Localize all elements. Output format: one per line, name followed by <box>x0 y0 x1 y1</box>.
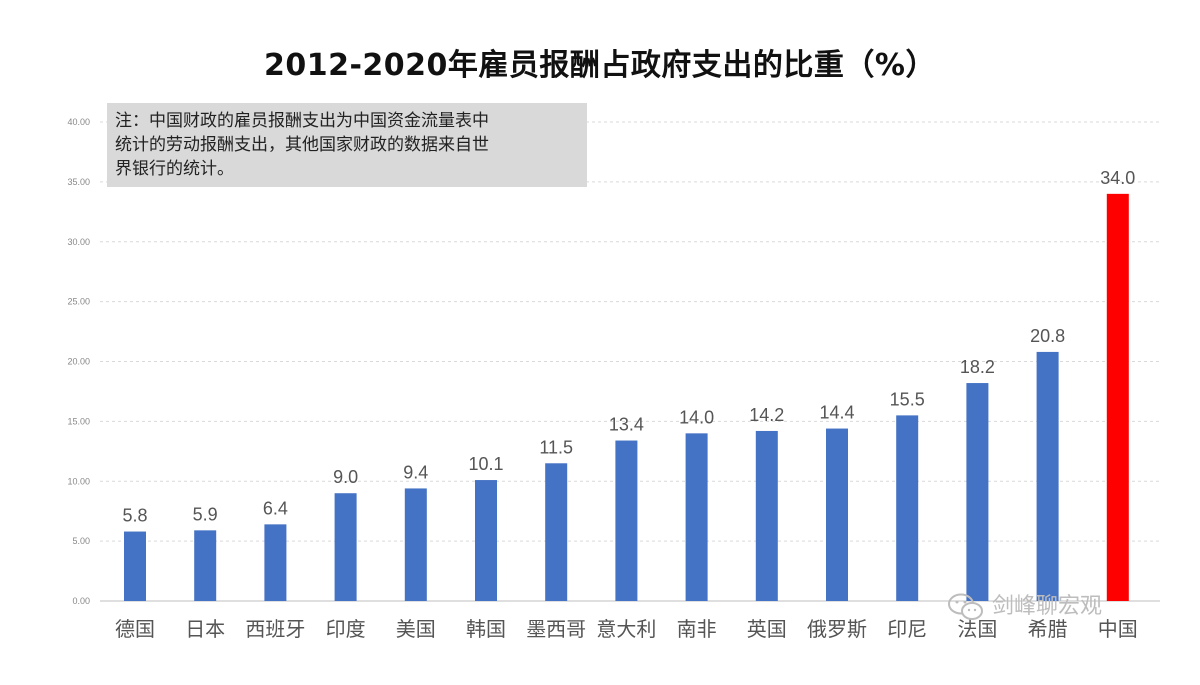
x-tick-label: 俄罗斯 <box>807 617 867 641</box>
data-label: 14.2 <box>749 405 784 425</box>
data-label: 9.0 <box>333 467 358 487</box>
watermark-text: 剑峰聊宏观 <box>992 594 1103 619</box>
y-tick-label: 15.00 <box>67 416 90 426</box>
data-label: 15.5 <box>890 389 925 409</box>
y-tick-label: 40.00 <box>67 117 90 127</box>
bar-6 <box>475 480 497 601</box>
x-tick-label: 法国 <box>957 617 997 641</box>
data-label: 18.2 <box>960 357 995 377</box>
x-tick-label: 西班牙 <box>245 617 305 641</box>
x-tick-label: 中国 <box>1098 617 1138 641</box>
note-line: 注：中国财政的雇员报酬支出为中国资金流量表中 <box>115 111 489 131</box>
x-tick-label: 德国 <box>115 617 155 641</box>
bar-4 <box>334 493 357 601</box>
x-tick-label: 墨西哥 <box>526 617 586 641</box>
data-label: 14.0 <box>679 407 714 427</box>
note-line: 统计的劳动报酬支出，其他国家财政的数据来自世 <box>115 135 489 155</box>
y-axis-ticks: 0.00 5.00 10.00 15.00 20.00 25.00 30.00 35.00 40… <box>67 117 90 606</box>
data-label: 6.4 <box>263 498 288 518</box>
x-tick-label: 英国 <box>747 617 787 641</box>
bar-12 <box>896 415 919 601</box>
bar-10 <box>755 430 778 601</box>
bars <box>124 193 1129 601</box>
data-label: 14.4 <box>819 403 854 423</box>
bar-9 <box>685 433 708 601</box>
data-labels: 5.8 5.9 6.4 9.0 9.4 10.1 11.5 13.4 14.0 14.2 14.4 1… <box>122 168 1135 526</box>
data-label: 20.8 <box>1030 326 1065 346</box>
bar-5 <box>404 488 427 601</box>
bar-13 <box>966 383 989 601</box>
note-box: 注：中国财政的雇员报酬支出为中国资金流量表中 统计的劳动报酬支出，其他国家财政的… <box>107 103 587 187</box>
bar-3 <box>264 524 287 601</box>
bar-2 <box>194 530 217 601</box>
y-tick-label: 0.00 <box>72 596 90 606</box>
x-axis-ticks: 德国 日本 西班牙 印度 美国 韩国 墨西哥 意大利 南非 英国 俄罗斯 印尼 法国 希腊 中国 <box>115 617 1138 641</box>
y-tick-label: 10.00 <box>67 476 90 486</box>
data-label: 10.1 <box>468 454 503 474</box>
x-tick-label: 南非 <box>677 617 717 641</box>
bar-8 <box>615 440 638 601</box>
bar-15 <box>1106 193 1129 601</box>
data-label: 5.9 <box>193 504 218 524</box>
x-tick-label: 韩国 <box>466 617 506 641</box>
data-label: 13.4 <box>609 415 644 435</box>
wechat-icon <box>948 593 983 620</box>
x-tick-label: 印度 <box>326 617 366 641</box>
y-tick-label: 5.00 <box>72 536 90 546</box>
x-tick-label: 希腊 <box>1028 617 1068 641</box>
x-tick-label: 日本 <box>185 617 225 641</box>
bar-11 <box>826 428 848 601</box>
x-tick-label: 意大利 <box>596 617 656 641</box>
data-label: 5.8 <box>122 506 147 526</box>
note-line: 界银行的统计。 <box>115 159 234 179</box>
data-label: 9.4 <box>403 462 428 482</box>
data-label: 34.0 <box>1100 168 1135 188</box>
chart-title: 2012-2020年雇员报酬占政府支出的比重（%） <box>263 48 936 83</box>
y-tick-label: 30.00 <box>67 237 90 247</box>
bar-14 <box>1036 351 1059 601</box>
y-tick-label: 35.00 <box>67 177 90 187</box>
bar-1 <box>124 531 146 601</box>
x-tick-label: 印尼 <box>887 617 927 641</box>
data-label: 11.5 <box>539 437 573 457</box>
x-tick-label: 美国 <box>396 617 436 641</box>
watermark: 剑峰聊宏观 <box>948 588 1102 621</box>
y-tick-label: 20.00 <box>67 357 90 367</box>
bar-7 <box>545 463 568 601</box>
y-tick-label: 25.00 <box>67 297 90 307</box>
